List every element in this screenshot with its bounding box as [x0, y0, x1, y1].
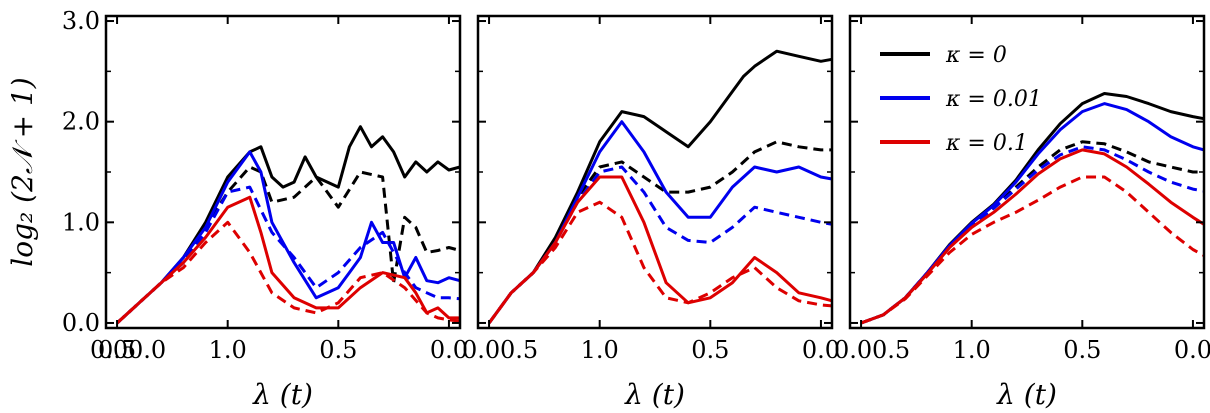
series-line-middle-2 [487, 120, 833, 324]
y-tick-label-left-2: 2.0 [62, 108, 100, 136]
y-tick-label-left-1: 1.0 [62, 208, 100, 236]
legend-label-0: κ = 0 [945, 43, 1007, 68]
x-tick-label-left-3: 1.0 [209, 336, 247, 364]
x-tick-label-right-1: 0.5 [872, 336, 910, 364]
series-line-middle-5 [487, 200, 833, 324]
y-tick-label-left-0: 0.0 [62, 309, 100, 337]
series-line-right-1 [860, 140, 1204, 325]
x-tick-label-right-0: 0.0 [834, 336, 872, 364]
x-tick-label-left-2: 0.5 [98, 336, 136, 364]
x-tick-label-left-4: 0.5 [319, 336, 357, 364]
y-tick-label-left-3: 3.0 [62, 7, 100, 35]
x-tick-label-middle-3: 0.5 [691, 336, 729, 364]
x-tick-label-right-2: 1.0 [953, 336, 991, 364]
series-line-middle-1 [487, 140, 832, 324]
legend-label-2: κ = 0.1 [945, 131, 1028, 156]
panel-right: 0.0 0.5 1.0 0.5 0.0λ (t)κ = 0κ = 0.01κ = 0.1 [834, 14, 1210, 411]
x-tick-label-left-0: 0.0 [90, 336, 128, 364]
panel-left: 0.0 0.00.5 1.0 0.5 0.00.01.02.03.0λ (t)log₂ … [6, 7, 468, 411]
series-line-left-5 [116, 220, 461, 325]
x-axis-label-left: λ (t) [252, 378, 313, 411]
series-line-middle-3 [487, 165, 833, 324]
x-tick-label-middle-4: 0.0 [802, 336, 840, 364]
series-line-middle-4 [487, 175, 833, 324]
series-line-middle-0 [487, 49, 833, 324]
x-tick-label-middle-0: 0.0 [462, 336, 500, 364]
x-tick-label-right-3: 0.5 [1063, 336, 1101, 364]
series-line-right-5 [860, 175, 1205, 325]
x-axis-label-middle: λ (t) [624, 378, 685, 411]
series-line-left-0 [116, 125, 461, 325]
x-axis-label-right: λ (t) [996, 378, 1057, 411]
x-tick-label-left-1: 0.0 [128, 336, 166, 364]
series-line-left-2 [116, 150, 461, 325]
series-line-left-4 [116, 195, 460, 325]
x-tick-label-right-4: 0.0 [1174, 336, 1210, 364]
x-tick-label-middle-2: 1.0 [581, 336, 619, 364]
x-tick-label-middle-1: 0.5 [500, 336, 538, 364]
panel-middle: 0.0 0.5 1.0 0.5 0.0λ (t) [462, 14, 840, 411]
legend-label-1: κ = 0.01 [945, 87, 1042, 112]
series-line-right-3 [860, 145, 1205, 325]
x-tick-label-left-5: 0.0 [430, 336, 468, 364]
y-axis-label-left: log₂ (2𝒩 + 1) [6, 77, 39, 266]
series-line-left-1 [116, 165, 461, 325]
